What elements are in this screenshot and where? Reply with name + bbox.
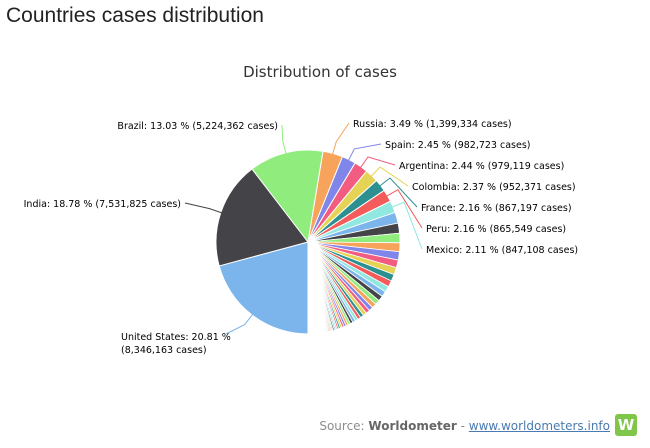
connector-france: [378, 177, 418, 208]
chart-title: Distribution of cases: [243, 63, 397, 81]
label-india: India: 18.78 % (7,531,825 cases): [24, 199, 181, 210]
pie-slices: [215, 149, 401, 335]
source-separator: -: [460, 419, 465, 433]
label-united-states: United States: 20.81 %: [121, 332, 231, 343]
worldometers-logo-icon: W: [615, 414, 637, 436]
label-connectors: [184, 122, 423, 335]
label-russia: Russia: 3.49 % (1,399,334 cases): [353, 119, 512, 130]
slice-labels: United States: 20.81 % (8,346,163 cases) I…: [24, 119, 579, 356]
connector-russia: [331, 122, 350, 156]
label-united-states-cases: (8,346,163 cases): [121, 345, 207, 356]
label-peru: Peru: 2.16 % (865,549 cases): [426, 224, 566, 235]
label-spain: Spain: 2.45 % (982,723 cases): [385, 140, 531, 151]
connector-colombia: [370, 166, 409, 187]
source-link[interactable]: www.worldometers.info: [468, 419, 610, 433]
label-mexico: Mexico: 2.11 % (847,108 cases): [426, 245, 578, 256]
source-credit: Source: Worldometer - www.worldometers.i…: [319, 419, 610, 433]
connector-brazil: [281, 124, 287, 155]
page-title: Countries cases distribution: [6, 4, 264, 27]
source-brand: Worldometer: [368, 419, 457, 433]
label-argentina: Argentina: 2.44 % (979,119 cases): [399, 161, 564, 172]
connector-india: [184, 202, 223, 214]
connector-mexico: [391, 201, 423, 250]
source-prefix: Source:: [319, 419, 365, 433]
label-colombia: Colombia: 2.37 % (952,371 cases): [412, 182, 576, 193]
label-france: France: 2.16 % (867,197 cases): [421, 203, 572, 214]
label-brazil: Brazil: 13.03 % (5,224,362 cases): [117, 121, 278, 132]
connector-spain: [347, 143, 382, 162]
connector-united-states: [225, 313, 254, 335]
connector-argentina: [359, 156, 396, 169]
connector-peru: [385, 189, 423, 229]
